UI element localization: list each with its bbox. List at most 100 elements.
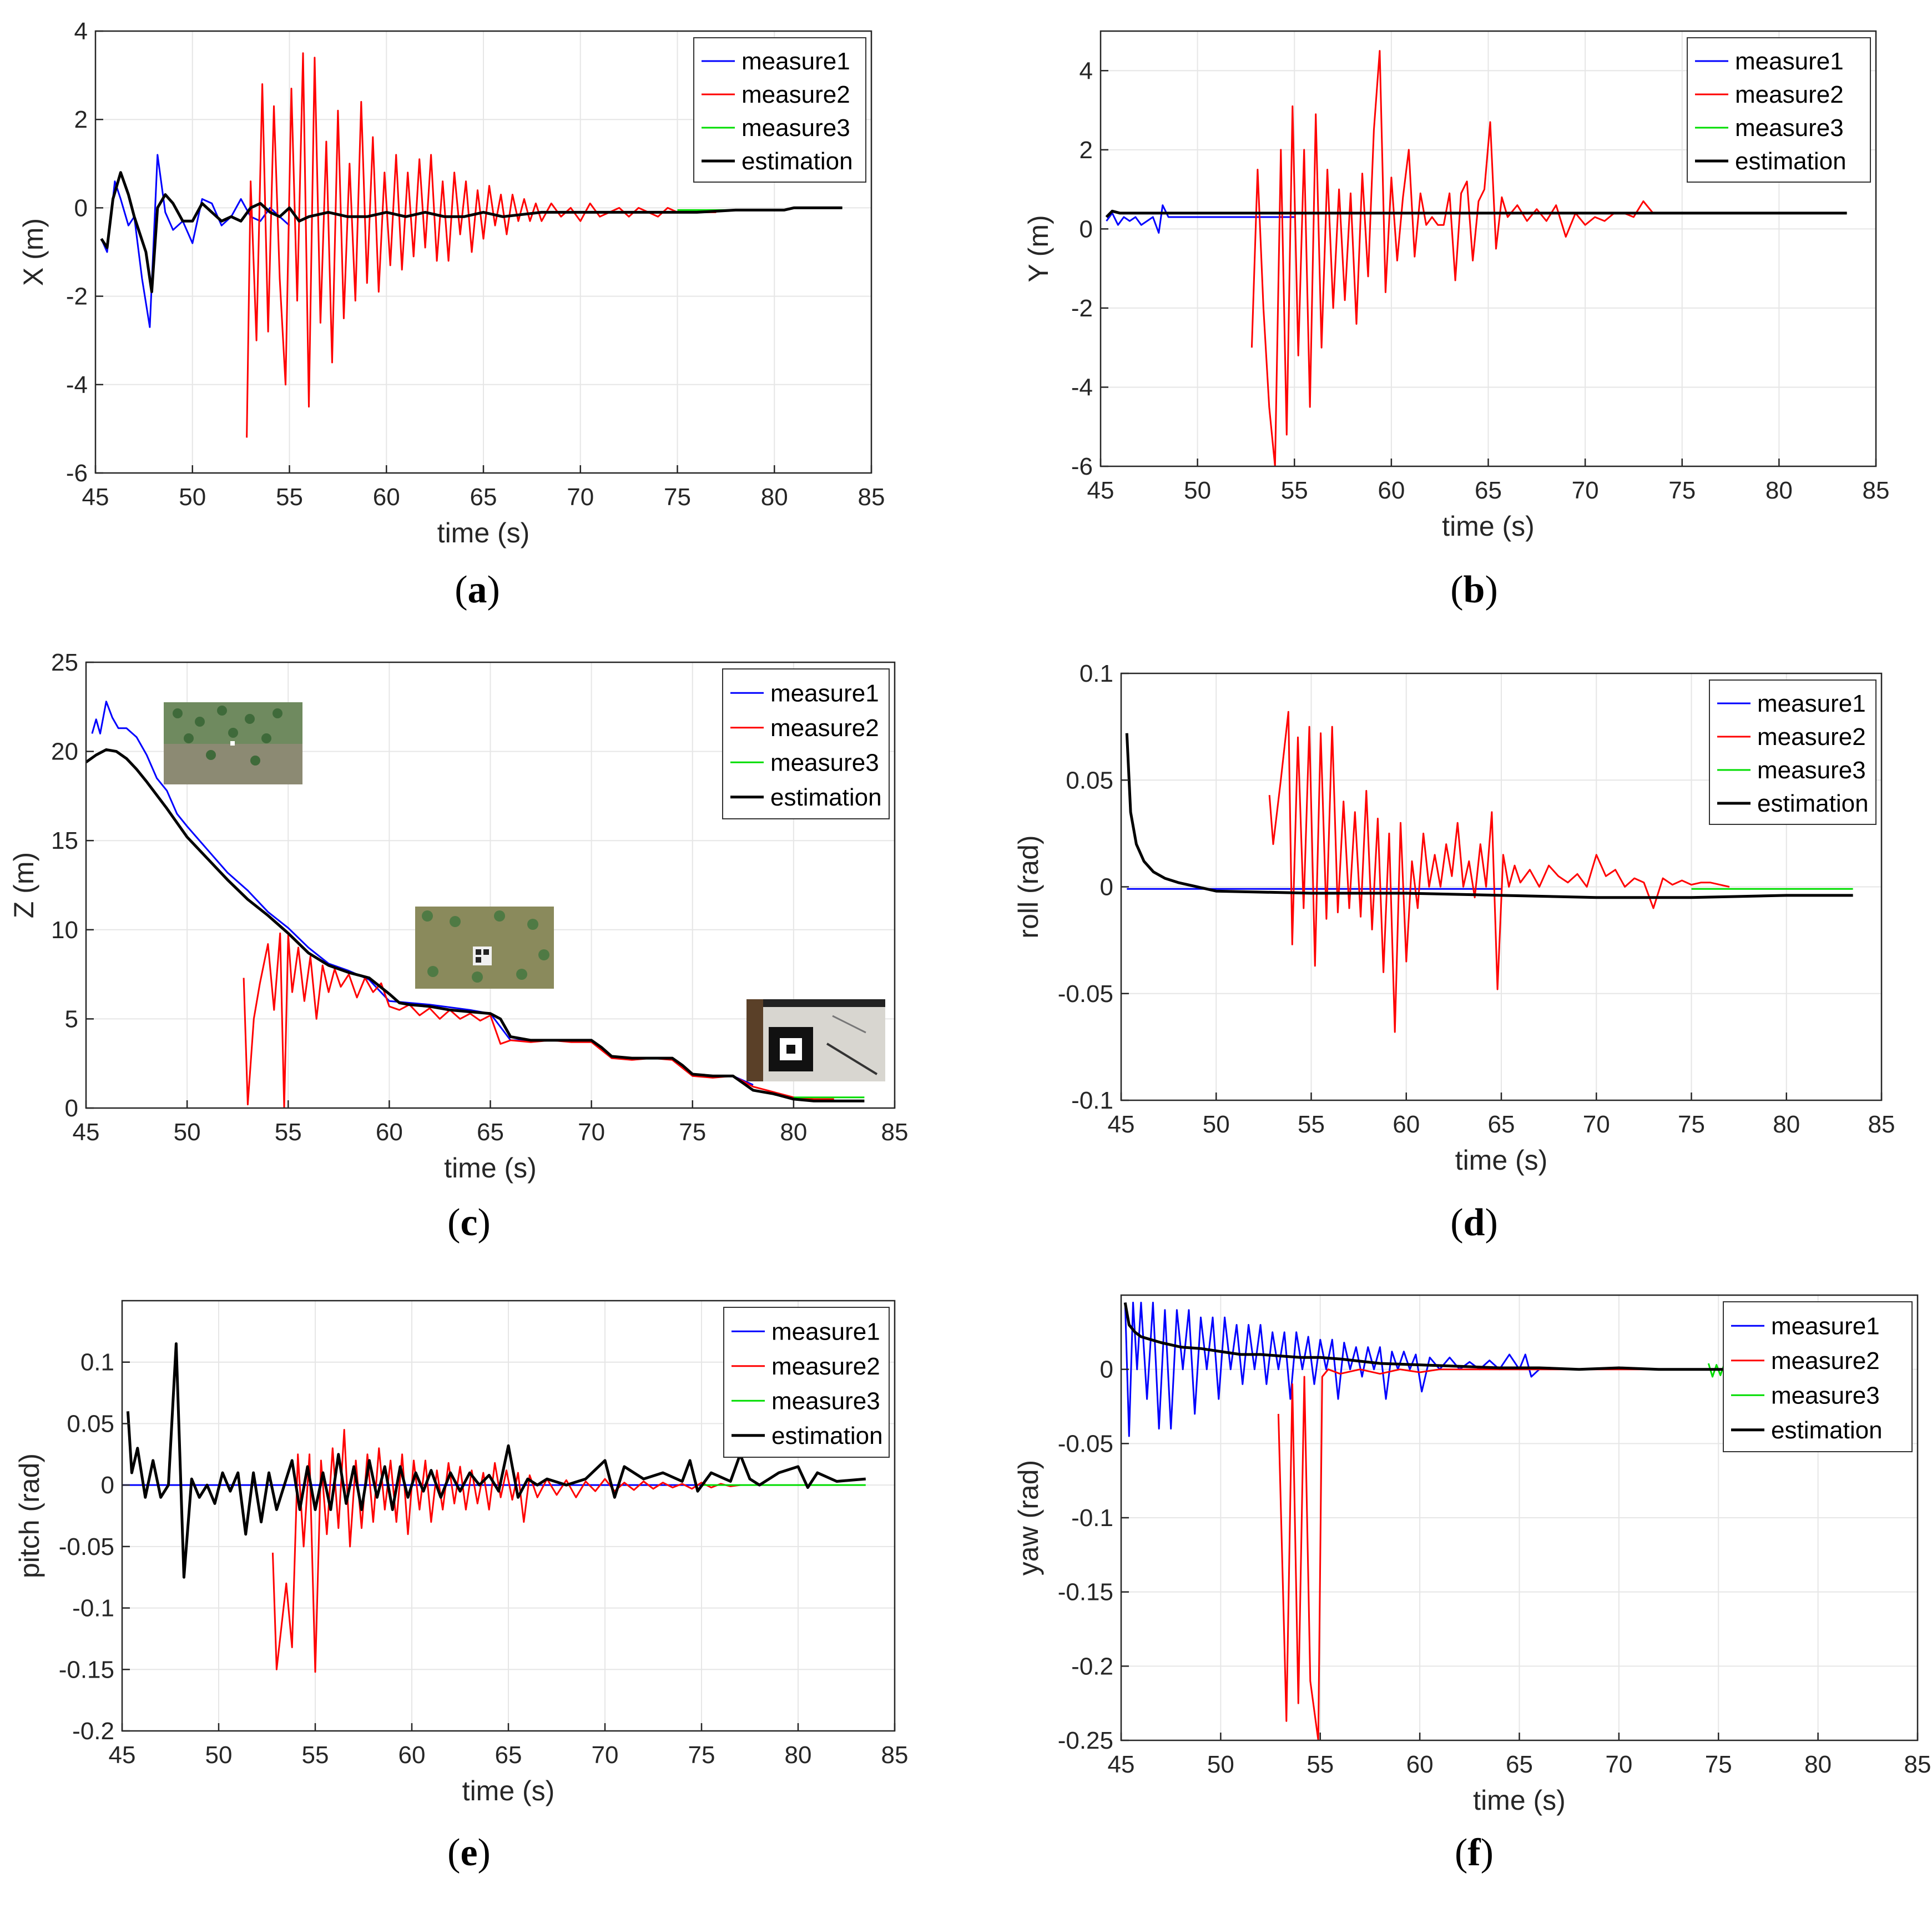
x-tick-label: 75 [1678, 1111, 1705, 1138]
inset-edge [746, 999, 763, 1081]
y-tick-label: 20 [51, 738, 78, 766]
inset-marker [230, 741, 235, 746]
series-group [1123, 1301, 1746, 1740]
x-tick-label: 65 [1475, 477, 1502, 504]
inset-background [746, 999, 885, 1081]
y-tick-label: 4 [1080, 57, 1093, 84]
x-axis-label: time (s) [437, 517, 530, 548]
legend-label-measure2: measure2 [1735, 81, 1844, 108]
series-line-measure2 [246, 52, 717, 438]
y-tick-label: -6 [1071, 453, 1093, 480]
legend-label-estimation: estimation [1771, 1417, 1883, 1444]
panel-caption-letter: a [468, 568, 487, 611]
series-group [1105, 50, 1847, 466]
x-tick-label: 80 [780, 1119, 807, 1146]
y-tick-label: -0.05 [1058, 980, 1113, 1008]
y-tick-label: 0 [1100, 874, 1113, 901]
x-axis-label: time (s) [462, 1775, 555, 1806]
inset-photo-close-up [746, 999, 885, 1081]
inset-logo-stroke [826, 1043, 878, 1075]
x-tick-label: 60 [398, 1741, 426, 1769]
series-line-estimation [1123, 1302, 1739, 1371]
legend: measure1 measure2 measure3 estimation [1709, 679, 1876, 825]
legend-label-estimation: estimation [771, 1422, 883, 1449]
series-line-estimation [1125, 733, 1853, 899]
x-tick-label: 75 [688, 1741, 715, 1769]
y-tick-label: -0.05 [59, 1533, 114, 1560]
chart-panel-a: 45 50 55 60 65 70 75 80 85 -6 -4 -2 0 2 4 time (s) X (m)… [18, 18, 885, 611]
legend-label-measure2: measure2 [770, 714, 879, 742]
inset-tree [195, 717, 205, 727]
legend: measure1 measure2 measure3 estimation [1723, 1301, 1913, 1452]
panel-caption-letter: b [1464, 568, 1485, 611]
x-tick-label: 70 [1583, 1111, 1610, 1138]
legend-label-measure3: measure3 [771, 1387, 880, 1414]
inset-marker-center [786, 1045, 795, 1054]
inset-photos [164, 702, 885, 1081]
y-tick-label: 0.05 [1066, 767, 1113, 794]
x-tick-label: 45 [1087, 477, 1114, 504]
x-tick-label: 60 [376, 1119, 403, 1146]
x-tick-label: 50 [179, 484, 206, 511]
x-tick-label: 75 [1705, 1751, 1732, 1778]
x-tick-label: 65 [495, 1741, 522, 1769]
y-axis-label: roll (rad) [1013, 835, 1044, 938]
y-tick-label: 0.1 [1080, 660, 1113, 687]
y-axis-label: Y (m) [1023, 215, 1054, 282]
y-tick-label: -4 [1071, 374, 1093, 401]
inset-tree [494, 910, 505, 922]
panel-caption-letter: f [1467, 1831, 1481, 1874]
x-tick-label: 45 [1108, 1751, 1135, 1778]
panel-caption: (b) [1450, 568, 1498, 611]
y-tick-label: -0.05 [1058, 1430, 1113, 1457]
x-tick-label: 80 [1773, 1111, 1800, 1138]
x-tick-label: 45 [82, 484, 109, 511]
series-line-estimation [1105, 209, 1847, 218]
legend-label-measure1: measure1 [1735, 48, 1844, 75]
series-line-measure2 [1268, 711, 1730, 1033]
series-line-measure2 [1250, 50, 1654, 466]
x-tick-label: 85 [858, 484, 885, 511]
series-group [86, 701, 865, 1108]
x-tick-label: 60 [373, 484, 400, 511]
x-axis-label: time (s) [444, 1152, 537, 1184]
x-tick-label: 70 [1572, 477, 1599, 504]
series-line-estimation [86, 748, 865, 1102]
y-axis-label: X (m) [18, 218, 49, 286]
inset-marker-cell [476, 949, 481, 955]
legend: measure1 measure2 measure3 estimation [722, 668, 890, 819]
y-tick-label: 2 [1080, 137, 1093, 164]
x-tick-label: 50 [1207, 1751, 1234, 1778]
legend-label-estimation: estimation [1735, 148, 1847, 175]
series-group [122, 1342, 866, 1673]
y-tick-label: 0 [101, 1472, 114, 1499]
series-line-measure1 [1106, 204, 1295, 234]
x-tick-label: 45 [109, 1741, 136, 1769]
y-tick-label: -2 [1071, 295, 1093, 322]
x-tick-label: 60 [1378, 477, 1405, 504]
x-tick-label: 85 [881, 1119, 909, 1146]
tick-marks [1120, 672, 1883, 1101]
inset-tree [206, 750, 216, 760]
x-tick-label: 70 [1605, 1751, 1632, 1778]
series-line-estimation [100, 171, 843, 294]
y-tick-label: 2 [74, 106, 88, 133]
y-tick-label: 0.1 [80, 1349, 114, 1376]
legend-box [723, 1307, 890, 1458]
x-tick-label: 55 [1307, 1751, 1334, 1778]
inset-tree [472, 971, 483, 983]
x-tick-label: 65 [1488, 1111, 1515, 1138]
legend-label-estimation: estimation [770, 784, 882, 811]
x-axis-label: time (s) [1473, 1785, 1566, 1816]
legend-box [722, 668, 890, 819]
y-tick-label: 0 [74, 194, 88, 221]
y-tick-label: -0.25 [1058, 1727, 1113, 1754]
y-tick-label: -4 [66, 371, 88, 399]
y-tick-label: 25 [51, 649, 78, 676]
chart-panel-b: 45 50 55 60 65 70 75 80 85 -6 -4 -2 0 2 4 time (s) Y (m)… [1023, 30, 1889, 611]
x-tick-label: 50 [1203, 1111, 1230, 1138]
legend-box [1723, 1301, 1913, 1452]
x-axis-label: time (s) [1442, 511, 1535, 542]
x-tick-label: 65 [470, 484, 497, 511]
